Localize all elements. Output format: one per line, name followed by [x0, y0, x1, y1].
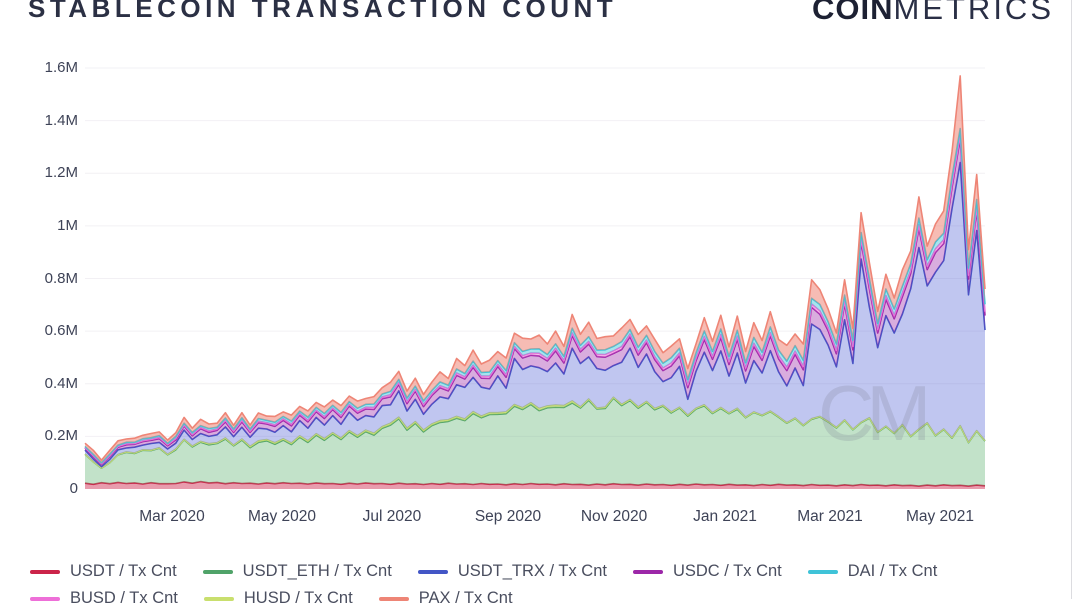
y-axis-label: 1.6M [44, 59, 78, 76]
legend-label: USDT_TRX / Tx Cnt [457, 562, 607, 580]
x-axis-label: Mar 2020 [139, 508, 205, 525]
line-usdt_trx [84, 161, 986, 468]
coinmetrics-logo: COINMETRICS [812, 0, 1054, 27]
legend-swatch-icon [632, 569, 663, 574]
legend-label: DAI / Tx Cnt [847, 562, 938, 580]
legend: USDT / Tx Cnt USDT_ETH / Tx Cnt USDT_TRX /… [30, 562, 1040, 608]
legend-swatch-icon [202, 569, 233, 574]
x-axis-label: Sep 2020 [474, 508, 542, 525]
area-usdt_trx [85, 162, 985, 468]
y-axis-label: 0.2M [44, 427, 78, 445]
area-usdt [85, 481, 985, 489]
line-pax [84, 75, 986, 461]
y-axis-label: 0.4M [44, 374, 78, 392]
legend-item-usdt[interactable]: USDT / Tx Cnt [30, 562, 177, 581]
legend-label: USDT_ETH / Tx Cnt [242, 562, 392, 580]
x-axis-label: May 2021 [905, 508, 975, 525]
x-axis-label: Nov 2020 [580, 508, 648, 525]
cm-watermark: CM [818, 369, 931, 457]
legend-swatch-icon [417, 569, 448, 574]
x-axis-label: May 2020 [247, 508, 317, 525]
x-axis-label: Jul 2020 [362, 508, 422, 525]
legend-row-1: USDT / Tx Cnt USDT_ETH / Tx Cnt USDT_TRX /… [30, 562, 1040, 581]
y-axis-label: 1.4M [44, 111, 78, 129]
legend-item-usdt_trx[interactable]: USDT_TRX / Tx Cnt [417, 562, 607, 581]
line-husd [84, 396, 986, 469]
logo-text-bold: COIN [812, 0, 894, 26]
legend-label: USDC / Tx Cnt [672, 562, 782, 580]
y-axis-label: 0.6M [44, 322, 78, 340]
legend-swatch-icon [807, 569, 838, 574]
window-edge-line [1071, 0, 1072, 599]
line-usdc [84, 138, 986, 466]
y-axis-label: 1.2M [44, 164, 78, 182]
legend-label: USDT / Tx Cnt [70, 562, 177, 580]
y-axis-label: 1M [57, 216, 78, 234]
x-axis-label: Jan 2021 [693, 508, 757, 525]
logo-text-light: METRICS [893, 0, 1054, 26]
area-usdt_eth [85, 398, 985, 487]
y-axis-label: 0.8M [44, 269, 78, 287]
line-busd [84, 134, 986, 465]
x-axis-label: Mar 2021 [797, 508, 863, 525]
legend-swatch-icon [30, 569, 60, 574]
chart-title: STABLECOIN TRANSACTION COUNT [28, 0, 618, 23]
line-usdt [84, 480, 986, 487]
legend-item-dai[interactable]: DAI / Tx Cnt [807, 562, 938, 581]
y-axis-label: 0 [69, 480, 78, 497]
legend-item-usdc[interactable]: USDC / Tx Cnt [632, 562, 782, 581]
legend-item-usdt_eth[interactable]: USDT_ETH / Tx Cnt [202, 562, 392, 581]
